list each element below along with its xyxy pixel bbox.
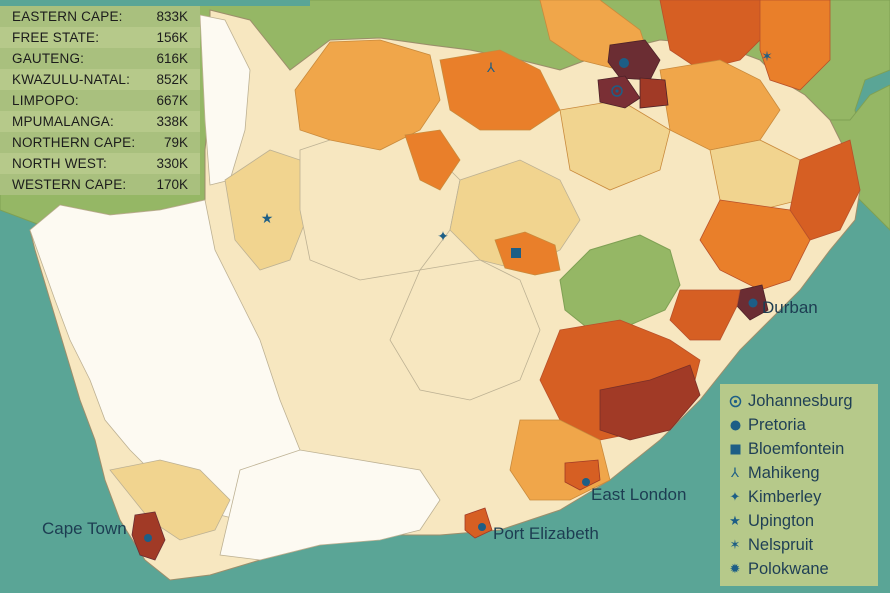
- stat-name: MPUMALANGA:: [12, 114, 114, 129]
- stat-name: NORTHERN CAPE:: [12, 135, 136, 150]
- four-point-star-icon: ✦: [729, 489, 741, 504]
- stat-row-north-west: NORTH WEST: 330K: [0, 153, 200, 174]
- legend-label: Pretoria: [748, 415, 806, 434]
- legend-label: Bloemfontein: [748, 439, 845, 458]
- region-eastern-cape-2: [599, 364, 701, 441]
- region-kalahari-white: [199, 14, 251, 186]
- pretoria-marker: [619, 58, 629, 68]
- region-east-london: [564, 459, 601, 491]
- city-label-durban: Durban: [762, 298, 818, 317]
- stat-value: 79K: [163, 135, 188, 150]
- region-central-1: [224, 149, 311, 271]
- stat-row-western-cape: WESTERN CAPE: 170K: [0, 174, 200, 195]
- stat-name: FREE STATE:: [12, 30, 100, 45]
- region-south-white: [219, 449, 441, 561]
- region-kzn-3: [669, 289, 741, 341]
- stat-value: 667K: [156, 93, 188, 108]
- mahikeng-marker: ⅄: [486, 60, 495, 75]
- stat-value: 616K: [156, 51, 188, 66]
- stat-name: NORTH WEST:: [12, 156, 107, 171]
- legend-label: Nelspruit: [748, 535, 814, 554]
- stat-value: 338K: [156, 114, 188, 129]
- legend-label: Johannesburg: [748, 391, 853, 410]
- stat-row-mpumalanga: MPUMALANGA: 338K: [0, 111, 200, 132]
- upington-marker: ★: [261, 210, 274, 226]
- region-port-elizabeth: [464, 507, 493, 539]
- province-stats-panel: EASTERN CAPE: 833K FREE STATE: 156K GAUT…: [0, 6, 200, 195]
- legend-item-bloemfontein: Bloemfontein: [720, 437, 878, 461]
- legend-item-johannesburg: Johannesburg: [720, 389, 878, 413]
- six-point-star-icon: ✶: [729, 537, 741, 552]
- region-limpopo-1: [659, 0, 771, 71]
- stat-name: GAUTENG:: [12, 51, 85, 66]
- stat-row-gauteng: GAUTENG: 616K: [0, 48, 200, 69]
- circle-dot-icon: [728, 394, 742, 408]
- johannesburg-marker: [611, 85, 623, 97]
- legend-item-kimberley: ✦ Kimberley: [720, 485, 878, 509]
- region-kzn-2: [699, 199, 811, 291]
- stat-name: WESTERN CAPE:: [12, 177, 127, 192]
- bloemfontein-marker: [511, 248, 521, 258]
- stat-value: 330K: [156, 156, 188, 171]
- region-gauteng-johannesburg: [597, 75, 641, 109]
- johannesburg-marker-dot: [615, 89, 619, 93]
- region-north-west-1: [294, 39, 441, 151]
- east-london-marker: [582, 478, 590, 486]
- city-label-east-london: East London: [591, 485, 687, 504]
- legend-item-polokwane: ✹ Polokwane: [720, 557, 878, 581]
- stat-name: LIMPOPO:: [12, 93, 79, 108]
- region-gauteng-east: [639, 77, 669, 109]
- tri-arrow-icon: ⅄: [731, 465, 739, 480]
- five-point-star-icon: ★: [729, 513, 741, 528]
- stat-value: 156K: [156, 30, 188, 45]
- legend-item-mahikeng: ⅄ Mahikeng: [720, 461, 878, 485]
- city-markers: ⅄ ✦ ★ ✶: [144, 48, 773, 542]
- port-elizabeth-marker: [478, 523, 486, 531]
- stats-top-bar: [0, 0, 310, 6]
- city-label-port-elizabeth: Port Elizabeth: [493, 524, 599, 543]
- stat-row-limpopo: LIMPOPO: 667K: [0, 90, 200, 111]
- cape-town-marker: [144, 534, 152, 542]
- stat-name: EASTERN CAPE:: [12, 9, 123, 24]
- city-label-cape-town: Cape Town: [42, 519, 127, 538]
- stat-value: 852K: [156, 72, 188, 87]
- legend-label: Polokwane: [748, 559, 829, 578]
- circle-icon: [728, 418, 742, 432]
- map-legend: Johannesburg Pretoria Bloemfontein ⅄ Mah…: [720, 384, 878, 586]
- nelspruit-marker: ✶: [761, 48, 773, 64]
- kimberley-marker: ✦: [437, 228, 449, 244]
- stat-row-kwazulu-natal: KWAZULU-NATAL: 852K: [0, 69, 200, 90]
- region-limpopo-2: [759, 0, 831, 91]
- burst-icon: ✹: [729, 561, 741, 576]
- region-bloemfontein: [494, 231, 561, 276]
- region-north-orange-1: [439, 49, 561, 131]
- stat-row-eastern-cape: EASTERN CAPE: 833K: [0, 6, 200, 27]
- legend-label: Upington: [748, 511, 815, 530]
- stat-name: KWAZULU-NATAL:: [12, 72, 131, 87]
- region-north-west-2: [404, 129, 461, 191]
- stat-value: 833K: [156, 9, 188, 24]
- legend-label: Mahikeng: [748, 463, 820, 482]
- legend-item-upington: ★ Upington: [720, 509, 878, 533]
- square-icon: [728, 442, 742, 456]
- durban-marker: [748, 298, 758, 308]
- region-mpumalanga-1: [659, 59, 781, 151]
- legend-item-nelspruit: ✶ Nelspruit: [720, 533, 878, 557]
- stat-row-northern-cape: NORTHERN CAPE: 79K: [0, 132, 200, 153]
- province-stats-list: EASTERN CAPE: 833K FREE STATE: 156K GAUT…: [0, 6, 200, 195]
- legend-item-pretoria: Pretoria: [720, 413, 878, 437]
- legend-label: Kimberley: [748, 487, 822, 506]
- stat-row-free-state: FREE STATE: 156K: [0, 27, 200, 48]
- region-central-4: [389, 259, 541, 401]
- stat-value: 170K: [156, 177, 188, 192]
- lesotho: [559, 234, 681, 331]
